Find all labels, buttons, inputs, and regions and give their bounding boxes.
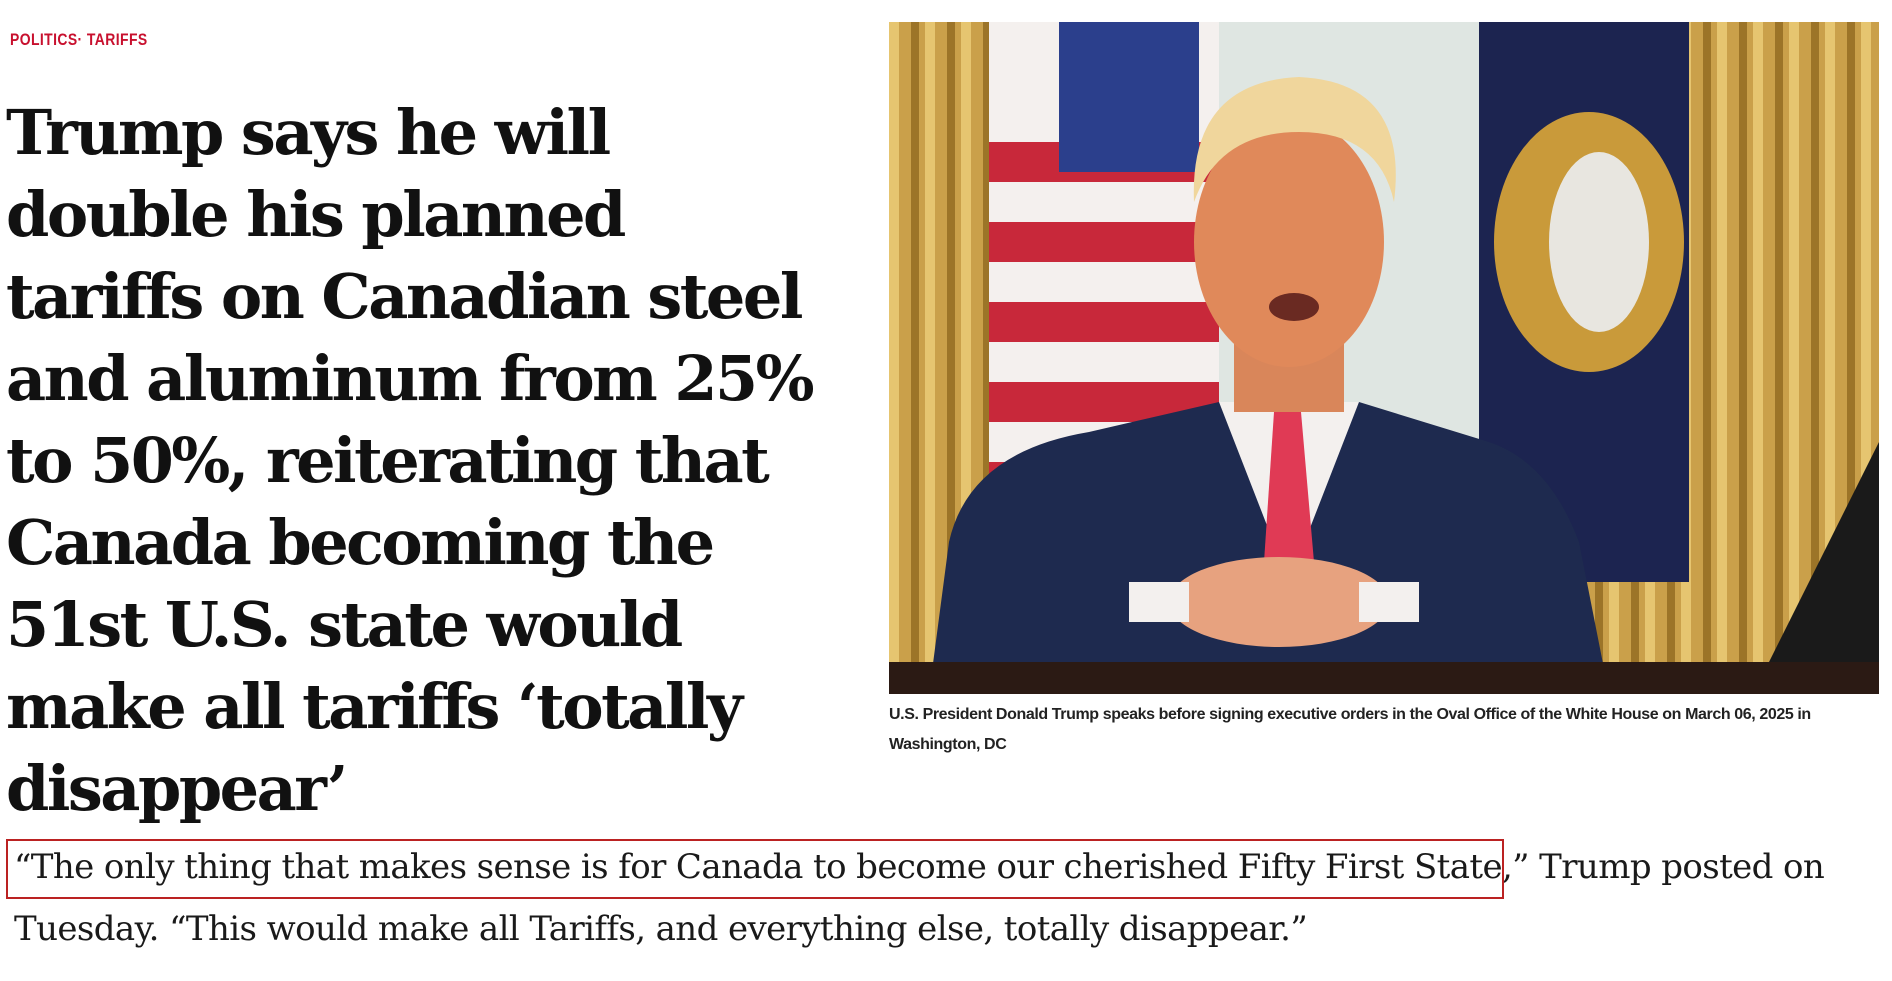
photo-caption: U.S. President Donald Trump speaks befor… (889, 706, 1811, 753)
category-label[interactable]: POLITICS· TARIFFS (10, 30, 148, 49)
body-text: ,” Trump posted on Tuesday. “This would … (14, 847, 1825, 949)
article-body-paragraph: “The only thing that makes sense is for … (6, 836, 1892, 960)
highlighted-quote: “The only thing that makes sense is for … (6, 839, 1504, 899)
article-photo (889, 22, 1879, 694)
headline: Trump says he will double his planned ta… (6, 96, 815, 825)
